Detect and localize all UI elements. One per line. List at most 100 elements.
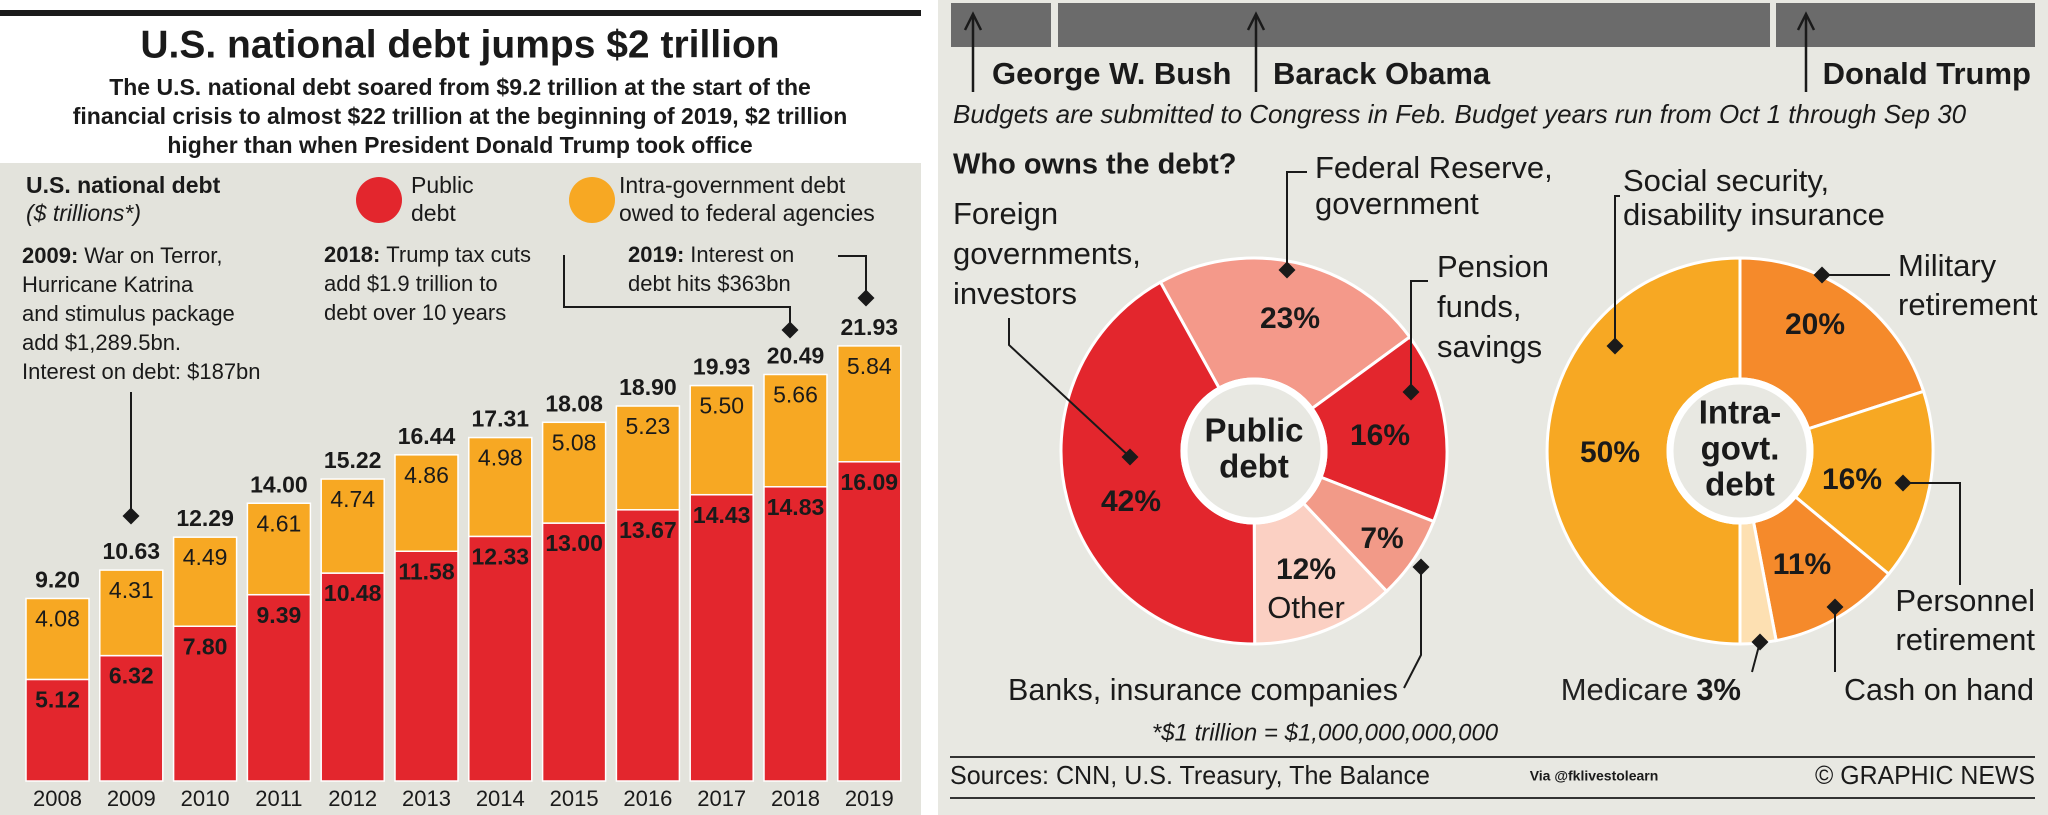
bar-value-label: 4.08 <box>35 606 80 632</box>
bar-segment <box>837 461 902 782</box>
bar-segment <box>25 597 90 681</box>
term-bar <box>951 3 1051 47</box>
bar-segment <box>468 535 533 782</box>
bar-segment <box>541 421 607 524</box>
bar-value-label: 14.83 <box>767 494 825 520</box>
donut-value-label: 12% <box>1276 553 1336 586</box>
annotation-text: War on Terror, <box>84 243 222 268</box>
bar-segment <box>837 345 902 463</box>
subtitle: The U.S. national debt soared from $9.2 … <box>109 74 811 100</box>
bar-total-label: 9.20 <box>35 567 80 593</box>
donut-value-label: 16% <box>1822 463 1882 496</box>
legend-swatch <box>356 177 402 223</box>
bar-segment <box>468 436 533 538</box>
leader-line <box>1903 482 1961 585</box>
bar-total-label: 16.44 <box>398 423 456 449</box>
leader-diamond <box>857 289 875 307</box>
donut-category-label: retirement <box>1898 287 2038 322</box>
x-tick-label: 2018 <box>771 786 820 811</box>
bar-value-label: 5.66 <box>773 382 818 408</box>
donut-category-label: savings <box>1437 329 1542 364</box>
annotation-year: 2009: <box>22 243 78 268</box>
leader-line <box>1403 567 1422 689</box>
legend-label: owed to federal agencies <box>619 200 875 226</box>
section-title: Who owns the debt? <box>953 149 1237 181</box>
bar-total-label: 15.22 <box>324 447 382 473</box>
annotation-year: 2018: <box>324 242 380 267</box>
bar-segment <box>394 550 459 782</box>
bar-value-label: 5.84 <box>847 353 892 379</box>
leader-diamond <box>1826 598 1844 616</box>
footnote: *$1 trillion = $1,000,000,000,000 <box>1152 719 1499 746</box>
bar-value-label: 5.50 <box>699 393 744 419</box>
title: U.S. national debt jumps $2 trillion <box>140 23 779 66</box>
bar-value-label: 13.00 <box>545 530 603 556</box>
bar-segment <box>246 502 312 596</box>
term-arrow-head <box>1796 11 1816 31</box>
term-arrow-head <box>963 11 983 31</box>
bar-segment <box>99 569 164 657</box>
donut-category-label: Other <box>1267 590 1345 625</box>
subtitle: financial crisis to almost $22 trillion … <box>73 103 848 129</box>
donut-category-label: Military <box>1898 248 1997 283</box>
leader-line <box>838 255 867 298</box>
donut-category-label: Foreign <box>953 196 1058 231</box>
donut-category-label: Social security, <box>1623 163 1829 198</box>
donut-value-label: 50% <box>1580 436 1640 469</box>
donut-category-label: Federal Reserve, <box>1315 150 1553 185</box>
donut-category-label: retirement <box>1895 622 2035 657</box>
bar-total-label: 17.31 <box>472 406 530 432</box>
donut-value-label: 23% <box>1260 302 1320 335</box>
legend-swatch <box>569 177 615 223</box>
donut-category-label: Cash on hand <box>1844 672 2034 707</box>
donut-category-label: Pension <box>1437 249 1549 284</box>
bar-value-label: 4.86 <box>404 462 449 488</box>
bar-segment <box>172 536 238 627</box>
budget-note: Budgets are submitted to Congress in Feb… <box>953 99 1967 129</box>
bar-value-label: 4.49 <box>183 544 228 570</box>
bar-total-label: 18.90 <box>619 374 677 400</box>
bar-value-label: 5.12 <box>35 686 80 712</box>
donut-hole <box>1180 377 1328 525</box>
x-tick-label: 2017 <box>697 786 746 811</box>
term-bar <box>1058 3 1770 47</box>
bar-total-label: 20.49 <box>767 343 825 369</box>
annotation: 2009: War on Terror, <box>22 243 222 268</box>
donut-value-label: 11% <box>1773 548 1831 581</box>
annotation: 2019: Interest on <box>628 242 794 267</box>
bar-value-label: 4.74 <box>330 486 375 512</box>
chart-title: U.S. national debt <box>26 172 221 198</box>
x-tick-label: 2011 <box>255 786 302 811</box>
donut-center-label: Public <box>1204 412 1303 449</box>
bar-value-label: 10.48 <box>324 580 382 606</box>
x-tick-label: 2016 <box>623 786 672 811</box>
bar-segment <box>172 625 238 782</box>
donut-category-label: investors <box>953 276 1077 311</box>
leader-line <box>1410 280 1428 392</box>
sources: Sources: CNN, U.S. Treasury, The Balance <box>950 760 1430 790</box>
donut-category-label: government <box>1315 186 1479 221</box>
donut-category-name: Medicare <box>1561 672 1689 707</box>
bar-segment <box>763 486 828 782</box>
bar-total-label: 18.08 <box>545 390 603 416</box>
bar-value-label: 4.98 <box>478 445 523 471</box>
leader-diamond <box>1412 558 1430 576</box>
x-tick-label: 2008 <box>33 786 82 811</box>
bar-total-label: 19.93 <box>693 354 751 380</box>
bar-segment <box>615 509 681 782</box>
bar-segment <box>394 454 459 553</box>
bar-value-label: 4.61 <box>257 510 302 536</box>
term-bar <box>1776 3 2035 47</box>
donut-value-label: 7% <box>1360 522 1403 555</box>
leader-line <box>1008 318 1131 458</box>
x-tick-label: 2013 <box>402 786 451 811</box>
x-tick-label: 2010 <box>181 786 230 811</box>
bar-total-label: 10.63 <box>103 538 161 564</box>
legend-label: Intra-government debt <box>619 172 846 198</box>
donut-category-label: Medicare 3% <box>1561 672 1741 707</box>
donut-hole <box>1666 377 1814 525</box>
bar-segment <box>689 384 754 496</box>
president: George W. Bush <box>992 56 1231 91</box>
x-tick-label: 2019 <box>845 786 894 811</box>
